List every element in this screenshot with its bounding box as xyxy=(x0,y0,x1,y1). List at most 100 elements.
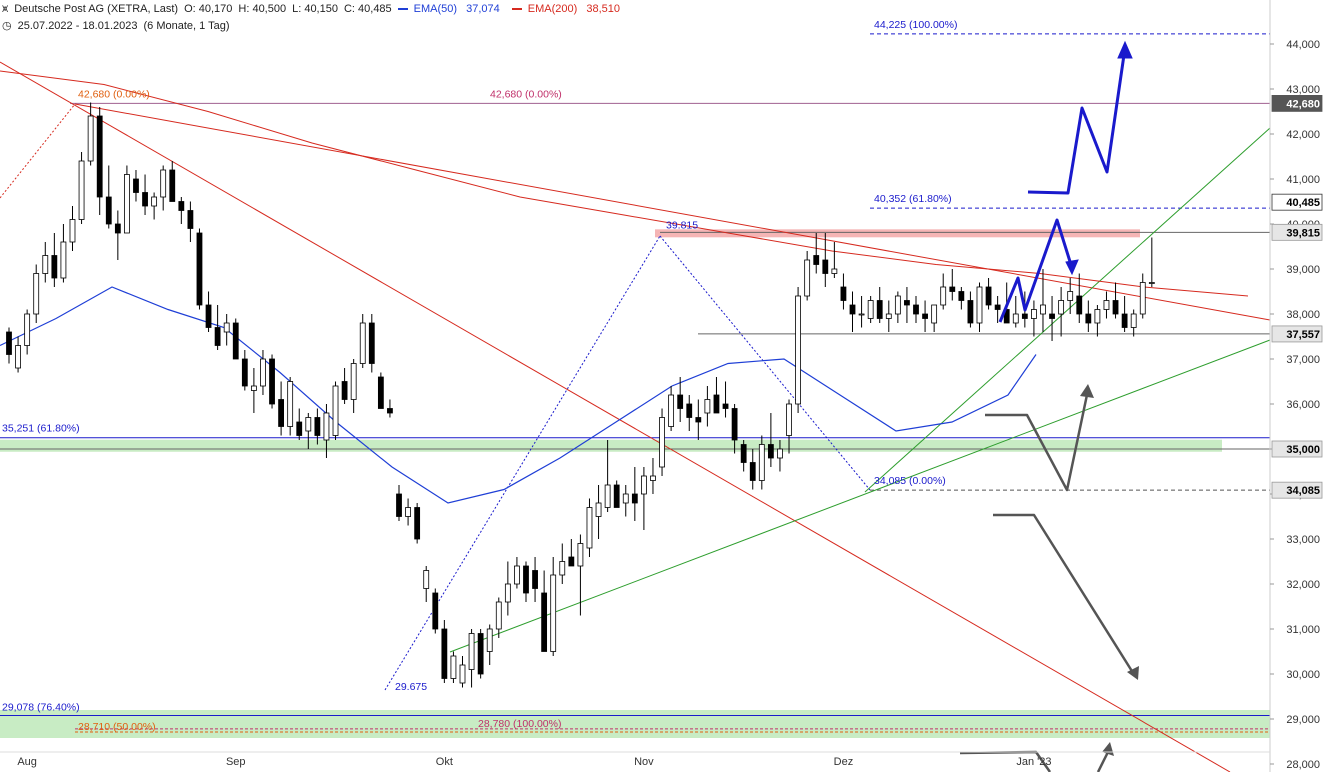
candle-down xyxy=(278,399,285,427)
candle-up xyxy=(450,655,457,679)
legend-ema50[interactable]: EMA(50) 37,074 xyxy=(397,3,506,15)
price-badge-label: 34,085 xyxy=(1286,485,1320,497)
candle-down xyxy=(713,394,720,414)
price-badge-label: 40,485 xyxy=(1286,197,1320,209)
candle-up xyxy=(976,286,983,324)
candle-up xyxy=(604,484,611,508)
candle-down xyxy=(205,304,212,328)
fib-label: 44,225 (100.00%) xyxy=(874,19,957,31)
trend-red-long xyxy=(0,61,1231,772)
candle-down xyxy=(114,223,121,234)
price-badge xyxy=(1271,440,1323,458)
candle-up xyxy=(1031,309,1037,319)
gray-arrow-2 xyxy=(993,513,1137,677)
candle-up xyxy=(160,169,167,198)
candle-down xyxy=(541,592,548,652)
y-tick-label: 39,000 xyxy=(1286,264,1320,276)
candle-up xyxy=(423,570,430,589)
x-tick-label: Sep xyxy=(226,756,246,768)
candle-up xyxy=(124,174,130,234)
candle-down xyxy=(314,417,321,436)
fib-labels: 44,225 (100.00%) 42,680 (0.00%) 42,680 (0.… xyxy=(2,19,957,733)
candle-down xyxy=(949,286,956,292)
candle-up xyxy=(87,115,94,162)
candle-up xyxy=(151,196,158,207)
candle-up xyxy=(777,448,783,459)
x-tick-label: Okt xyxy=(436,756,453,768)
candle-down xyxy=(214,327,221,346)
fib-label: 40,352 (61.80%) xyxy=(874,193,952,205)
y-axis: 28,000 29,000 30,000 31,000 32,000 33,000 34,0… xyxy=(1269,0,1324,772)
y-tick-label: 30,000 xyxy=(1286,669,1320,681)
candle-up xyxy=(305,417,312,432)
fib-label: 29,078 (76.40%) xyxy=(2,701,80,713)
candle-up xyxy=(1012,313,1019,324)
candle-down xyxy=(631,493,638,504)
candle-down xyxy=(813,255,820,265)
candle-up xyxy=(550,574,557,652)
candle-down xyxy=(232,322,239,360)
price-badge-label: 35,000 xyxy=(1286,444,1320,456)
price-badge xyxy=(1271,223,1323,241)
candle-up xyxy=(622,493,629,504)
y-tick-label: 29,000 xyxy=(1286,714,1320,726)
candle-down xyxy=(1021,313,1028,319)
candle-up xyxy=(559,561,566,576)
fib-label: 39.815 xyxy=(666,219,698,231)
candle-up xyxy=(78,160,85,220)
blue-arrow-up xyxy=(1027,47,1127,195)
candle-down xyxy=(6,331,12,355)
candle-up xyxy=(931,304,938,324)
candle-down xyxy=(532,570,538,589)
blue-arrow-down xyxy=(998,218,1074,323)
low-value: L: 40,150 xyxy=(292,3,338,15)
chart-subheader: ◷ 25.07.2022 - 18.01.2023 (6 Monate, 1 Tag… xyxy=(2,19,236,32)
candle-down xyxy=(133,178,139,193)
price-badge xyxy=(1271,193,1323,211)
candle-down xyxy=(377,376,384,409)
chart-icon: ⩙ xyxy=(2,3,9,15)
candle-up xyxy=(15,345,21,369)
candle-up xyxy=(885,313,892,319)
candle-down xyxy=(96,115,103,198)
ema50-swatch xyxy=(397,8,408,11)
open-value: O: 40,170 xyxy=(184,3,233,15)
candle-down xyxy=(387,408,393,414)
ema200-swatch xyxy=(511,8,522,11)
candle-up xyxy=(595,502,602,517)
candle-up xyxy=(323,412,330,441)
candle-up xyxy=(704,399,711,414)
ema-lines xyxy=(0,70,1249,504)
y-tick-label: 44,000 xyxy=(1286,39,1320,51)
x-tick-label: Aug xyxy=(17,756,37,768)
candle-down xyxy=(985,286,992,306)
candle-down xyxy=(368,322,375,364)
support-zone-29 xyxy=(0,710,1270,738)
gray-arrow-1-head xyxy=(1080,384,1094,398)
candle-up xyxy=(831,268,838,274)
price-badge xyxy=(1271,481,1323,499)
candle-up xyxy=(468,633,475,670)
candle-down xyxy=(922,313,928,319)
candle-down xyxy=(432,592,439,630)
price-badge xyxy=(1271,95,1323,112)
candle-up xyxy=(350,363,357,400)
candle-down xyxy=(849,304,856,315)
fib-label: 42,680 (0.00%) xyxy=(490,88,562,100)
candle-down xyxy=(904,300,910,306)
candle-down xyxy=(749,462,756,481)
gray-arrow-1 xyxy=(985,389,1090,492)
candle-up xyxy=(867,300,874,319)
candle-down xyxy=(169,169,176,202)
candle-up xyxy=(795,295,801,405)
candle-down xyxy=(1085,313,1092,324)
period: (6 Monate, 1 Tag) xyxy=(143,20,230,32)
close-value: C: 40,485 xyxy=(343,3,392,15)
candle-down xyxy=(187,210,194,229)
candle-up xyxy=(514,565,520,585)
candle-up xyxy=(69,219,76,243)
candle-down xyxy=(1112,300,1119,315)
instrument-title: Deutsche Post AG (XETRA, Last) xyxy=(14,3,179,15)
legend-ema200[interactable]: EMA(200) 38,510 xyxy=(511,3,626,15)
